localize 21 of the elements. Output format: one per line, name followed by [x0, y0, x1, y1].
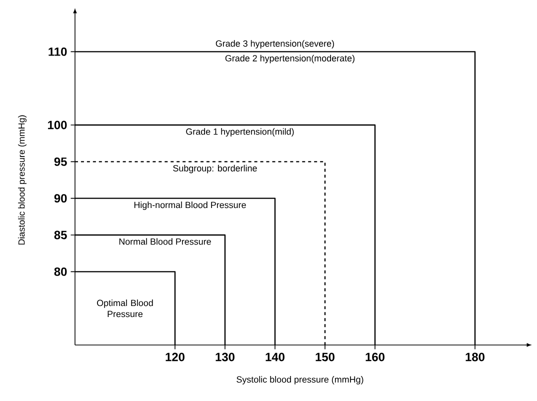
y-tick-label: 110: [48, 47, 67, 56]
x-axis-title: Systolic blood pressure (mmHg): [236, 376, 364, 384]
y-tick-label: 90: [54, 194, 67, 203]
x-tick-label: 150: [316, 352, 334, 362]
series-label: Grade 2 hypertension(moderate): [225, 54, 354, 64]
series-label: High-normal Blood Pressure: [134, 202, 246, 210]
series-label: Subgroup: borderline: [173, 164, 257, 174]
text: Optimal Blood Pressure: [97, 300, 153, 318]
y-tick-label: 95: [54, 157, 67, 166]
series-label: Grade 1 hypertension(mild): [186, 128, 294, 137]
annotation: Grade 3 hypertension(severe): [216, 40, 334, 48]
y-tick-label: 80: [54, 267, 67, 276]
series-label: Normal Blood Pressure: [119, 238, 211, 245]
x-tick-label: 160: [366, 352, 384, 362]
x-tick-label: 130: [216, 352, 234, 362]
y-axis-title: Diastolic blood pressure (mmHg): [18, 115, 26, 245]
y-tick-label: 85: [54, 230, 67, 240]
x-tick-label: 140: [266, 352, 284, 362]
y-tick-label: 100: [48, 120, 67, 130]
x-tick-label: 120: [166, 352, 184, 362]
x-tick-label: 180: [466, 352, 484, 362]
